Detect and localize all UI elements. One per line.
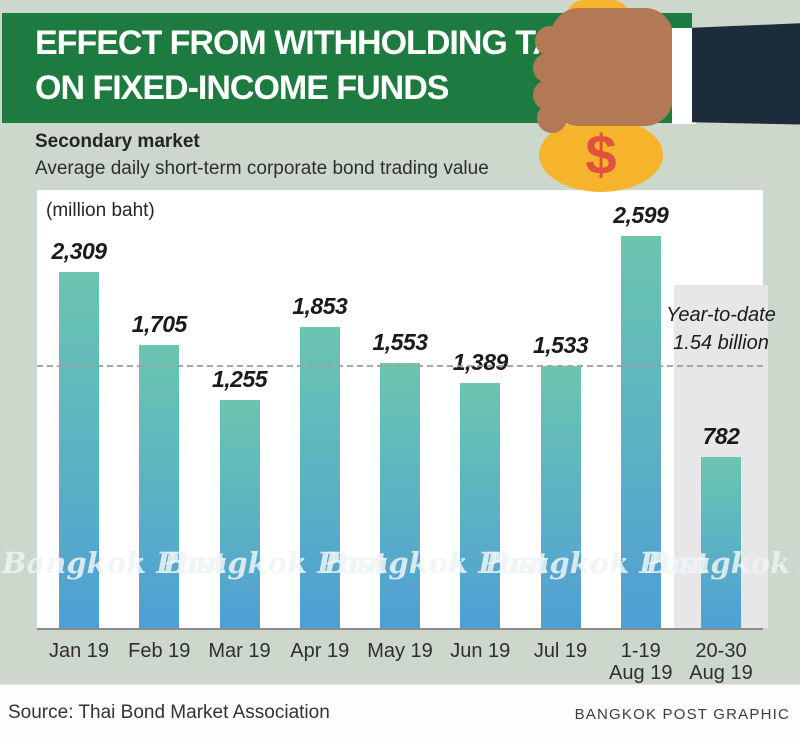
bar-column: 1,705 [121, 190, 197, 628]
bar-value-label: 2,599 [613, 202, 669, 228]
x-axis-label: Jun 19 [450, 640, 511, 662]
hand-finger-icon [535, 26, 565, 56]
x-axis-label: Jul 19 [533, 640, 588, 662]
bar-value-label: 1,705 [131, 311, 188, 337]
bar [701, 457, 741, 628]
suit-sleeve-icon [692, 23, 800, 125]
bar-column: 1,389 [442, 190, 518, 628]
bar-column: 1,533 [523, 190, 599, 628]
bar [59, 272, 99, 628]
bar [139, 345, 180, 628]
bar [540, 366, 581, 628]
hand-finger-icon [533, 53, 563, 83]
chart-title: Secondary market [35, 131, 200, 152]
page-title-line2: ON FIXED-INCOME FUNDS [35, 69, 449, 107]
money-bag-illustration: $ [530, 0, 800, 200]
bar [380, 363, 420, 628]
x-axis-label: Mar 19 [208, 640, 271, 662]
bars-area: 2,309 1,705 1,255 1,853 1,553 1,389 1,533 2,599… [37, 190, 776, 628]
bar-value-label: 1,533 [532, 332, 589, 358]
bar [219, 400, 260, 628]
bar-value-label: 1,853 [292, 293, 348, 319]
bar-column: 1,553 [362, 190, 438, 628]
bar-value-label: 2,309 [51, 238, 107, 264]
bar-column: 1,853 [282, 190, 358, 628]
average-dashed-line [37, 365, 763, 367]
axis-unit-label: (million baht) [46, 200, 155, 221]
annotation-line: 1.54 billion [673, 332, 769, 354]
x-axis: Jan 19 Feb 19 Mar 19 Apr 19 May 19 Jun 19 Jul … [37, 640, 763, 684]
x-axis-label: Apr 19 [290, 640, 350, 662]
source-credit: Source: Thai Bond Market Association [8, 702, 330, 723]
bar-column: 1,255 [202, 190, 278, 628]
hand-fist-icon [551, 8, 673, 126]
bar-value-label: 1,389 [452, 349, 509, 375]
dollar-sign-icon: $ [585, 123, 617, 186]
page-title-line1: EFFECT FROM WITHHOLDING TAX [35, 24, 579, 62]
page-title: EFFECT FROM WITHHOLDING TAX ON FIXED-INC… [2, 13, 692, 111]
x-axis-label: Jan 19 [48, 640, 110, 662]
bar-value-label: 1,553 [372, 329, 428, 355]
bar-value-label: 782 [702, 423, 740, 449]
footer: Source: Thai Bond Market Association BAN… [0, 684, 800, 741]
hand-finger-icon [537, 103, 567, 133]
bar-column: 2,599 [603, 190, 679, 628]
bar-column: Year-to-date 1.54 billion 782 [666, 190, 776, 628]
x-axis-label: 20-30 Aug 19 [689, 640, 753, 684]
x-axis-label: Feb 19 [128, 640, 191, 662]
publisher-credit: BANGKOK POST GRAPHIC [574, 706, 790, 723]
bar [620, 236, 661, 628]
bar [460, 383, 501, 628]
bar-value-label: 1,255 [211, 366, 268, 392]
year-to-date-annotation: Year-to-date 1.54 billion [657, 301, 785, 357]
chart-panel: (million baht) 2,309 1,705 1,255 1,853 1,553… [37, 190, 776, 630]
x-axis-label: 1-19 Aug 19 [609, 640, 673, 684]
highlight-backdrop: Year-to-date 1.54 billion [666, 285, 776, 628]
bar-column: 2,309 [41, 190, 117, 628]
chart-subtitle: Average daily short-term corporate bond … [35, 158, 489, 179]
x-axis-label: May 19 [367, 640, 433, 662]
bar [299, 327, 340, 628]
annotation-line: Year-to-date [666, 304, 776, 326]
